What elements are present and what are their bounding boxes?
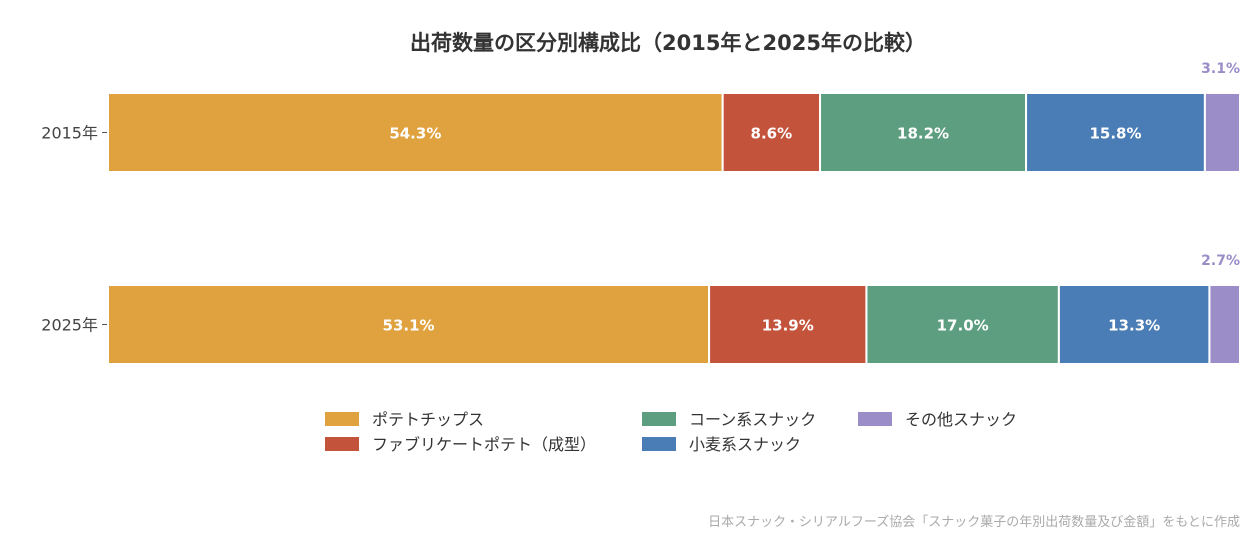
data-label: 18.2%	[897, 125, 949, 143]
bars-group: 2015年 54.3% 8.6% 18.2% 15.8% 3.1% 2025年 53.1% 13…	[41, 61, 1242, 365]
legend-label: ファブリケートポテト（成型）	[372, 435, 596, 454]
bar-segment	[1057, 284, 1211, 365]
y-tick-label: 2025年	[41, 316, 98, 335]
legend-label: ポテトチップス	[372, 410, 484, 429]
data-label: 13.9%	[762, 317, 814, 335]
source-note: 日本スナック・シリアルフーズ協会「スナック菓子の年別出荷数量及び金額」をもとに作…	[708, 514, 1240, 530]
data-label: 3.1%	[1201, 61, 1240, 77]
data-label: 13.3%	[1108, 317, 1160, 335]
legend-label: その他スナック	[905, 410, 1017, 429]
legend-swatch	[325, 437, 359, 451]
bar-segment	[708, 284, 868, 365]
data-label: 17.0%	[937, 317, 989, 335]
legend-label: 小麦系スナック	[689, 435, 801, 454]
legend-swatch	[642, 437, 676, 451]
legend-label: コーン系スナック	[689, 410, 816, 429]
chart-title: 出荷数量の区分別構成比（2015年と2025年の比較）	[410, 31, 926, 55]
bar-segment	[1208, 284, 1242, 365]
data-label: 54.3%	[389, 125, 441, 143]
bar-segment	[819, 92, 1028, 173]
data-label: 15.8%	[1089, 125, 1141, 143]
y-tick-label: 2015年	[41, 124, 98, 143]
data-label: 53.1%	[383, 317, 435, 335]
bar-segment	[721, 92, 822, 173]
data-label: 2.7%	[1201, 253, 1240, 269]
legend-swatch	[858, 412, 892, 426]
legend-swatch	[642, 412, 676, 426]
bar-segment	[1203, 92, 1241, 173]
legend-swatch	[325, 412, 359, 426]
bar-segment	[865, 284, 1060, 365]
data-label: 8.6%	[751, 125, 793, 143]
